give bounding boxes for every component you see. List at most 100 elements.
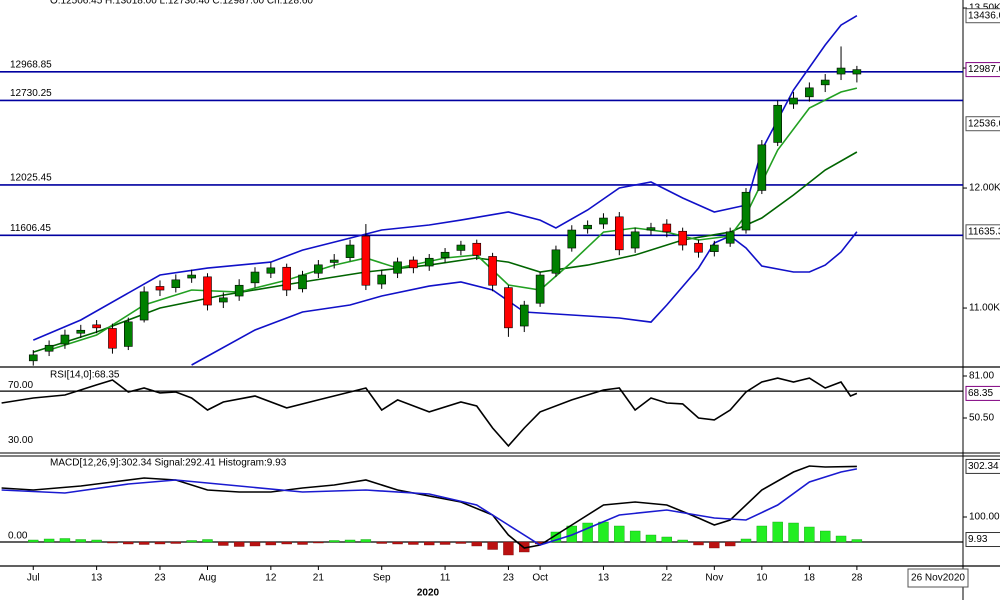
- candle-body: [28, 354, 38, 362]
- candle-body: [409, 259, 418, 269]
- candle-body: [393, 261, 402, 274]
- histogram-bar: [392, 541, 403, 545]
- x-tick-label: 18: [804, 573, 816, 584]
- y-tick-label: 13.50K: [969, 3, 1000, 14]
- candle-body: [710, 244, 719, 252]
- x-tick-label: 11: [440, 573, 451, 584]
- support-label: 12730.25: [10, 88, 52, 99]
- x-tick-label: 23: [154, 573, 166, 584]
- histogram-bar: [28, 539, 39, 543]
- indicator-line: [1, 468, 858, 546]
- x-tick-label: 13: [91, 573, 103, 584]
- histogram-bar: [408, 541, 419, 545]
- histogram-bar: [249, 541, 261, 547]
- histogram-bar: [772, 521, 783, 543]
- candle-body: [820, 79, 830, 86]
- y-tick-label: 12.00K: [969, 183, 1000, 194]
- histogram-bar: [138, 541, 150, 545]
- y-tick-label: 11.00K: [969, 303, 1000, 314]
- x-tick-label: 23: [503, 573, 515, 584]
- candle-body: [123, 321, 133, 347]
- date-box: [907, 568, 969, 588]
- histogram-bar: [297, 541, 308, 545]
- candle-body: [250, 271, 260, 284]
- y-tick-label: 100.00: [969, 512, 1000, 523]
- histogram-bar: [487, 541, 498, 550]
- candle-body: [234, 284, 244, 297]
- candle-body: [60, 334, 70, 345]
- panel-title: MACD[12,26,9]:302.34 Signal:292.41 Histo…: [50, 458, 287, 469]
- histogram-bar: [550, 531, 562, 543]
- candle-body: [567, 229, 577, 249]
- histogram-bar: [661, 536, 673, 543]
- candle-body: [646, 227, 656, 231]
- histogram-bar: [629, 530, 641, 543]
- histogram-bar: [756, 525, 768, 543]
- histogram-bar: [740, 538, 752, 543]
- x-tick-label: 21: [313, 573, 325, 584]
- histogram-bar: [424, 541, 435, 546]
- histogram-bar: [804, 526, 815, 543]
- panel-title: RSI[14,0]:68.35: [50, 370, 120, 381]
- value-marker-label: 302.34: [968, 461, 999, 472]
- level-label: 30.00: [8, 435, 33, 446]
- candle-body: [361, 235, 371, 286]
- histogram-bar: [693, 541, 704, 546]
- histogram-bar: [455, 541, 467, 544]
- candle-body: [789, 97, 798, 105]
- histogram-bar: [677, 539, 688, 543]
- histogram-bar: [281, 541, 292, 545]
- value-marker: [965, 116, 1000, 132]
- x-axis-year: 2020: [417, 588, 440, 599]
- histogram-bar: [218, 541, 229, 546]
- candle-body: [662, 223, 672, 233]
- indicator-line: [48, 87, 858, 351]
- histogram-bar: [851, 539, 863, 543]
- candle-body: [472, 242, 482, 256]
- candle-body: [678, 230, 687, 246]
- value-marker-label: 12536.0: [968, 118, 1000, 129]
- histogram-bar: [107, 541, 118, 544]
- histogram-bar: [376, 541, 387, 544]
- histogram-bar: [265, 541, 277, 546]
- value-marker-label: 9.93: [968, 534, 988, 545]
- histogram-bar: [724, 541, 736, 547]
- x-tick-label: 10: [756, 573, 768, 584]
- indicator-line: [32, 15, 858, 341]
- histogram-bar: [328, 540, 340, 543]
- candle-body: [504, 287, 513, 329]
- histogram-bar: [614, 525, 625, 543]
- histogram-bar: [91, 539, 102, 543]
- histogram-bar: [788, 522, 799, 543]
- x-tick-label: 12: [265, 573, 277, 584]
- candle-body: [551, 249, 561, 274]
- x-tick-label: Jul: [27, 573, 40, 584]
- histogram-bar: [598, 521, 609, 543]
- histogram-bar: [170, 541, 182, 544]
- candle-body: [773, 104, 782, 143]
- value-marker: [965, 62, 1000, 78]
- candle-body: [377, 274, 387, 285]
- candle-body: [424, 257, 434, 267]
- value-marker: [965, 385, 1000, 401]
- level-label: 70.00: [8, 380, 33, 391]
- indicator-line: [1, 377, 858, 448]
- candle-body: [329, 259, 339, 263]
- histogram-bar: [360, 539, 372, 543]
- histogram-bar: [154, 541, 166, 545]
- histogram-bar: [233, 541, 245, 547]
- candle-body: [805, 87, 814, 98]
- histogram-bar: [43, 538, 55, 543]
- candle-body: [725, 231, 735, 244]
- candle-body: [741, 191, 751, 231]
- candle-body: [92, 324, 101, 329]
- candle-body: [630, 231, 640, 249]
- value-marker-label: 11635.3: [968, 226, 1000, 237]
- value-marker: [965, 532, 1000, 548]
- histogram-bar: [820, 530, 831, 543]
- x-tick-label: Sep: [373, 573, 391, 584]
- x-tick-label: 22: [661, 573, 673, 584]
- histogram-bar: [439, 541, 451, 545]
